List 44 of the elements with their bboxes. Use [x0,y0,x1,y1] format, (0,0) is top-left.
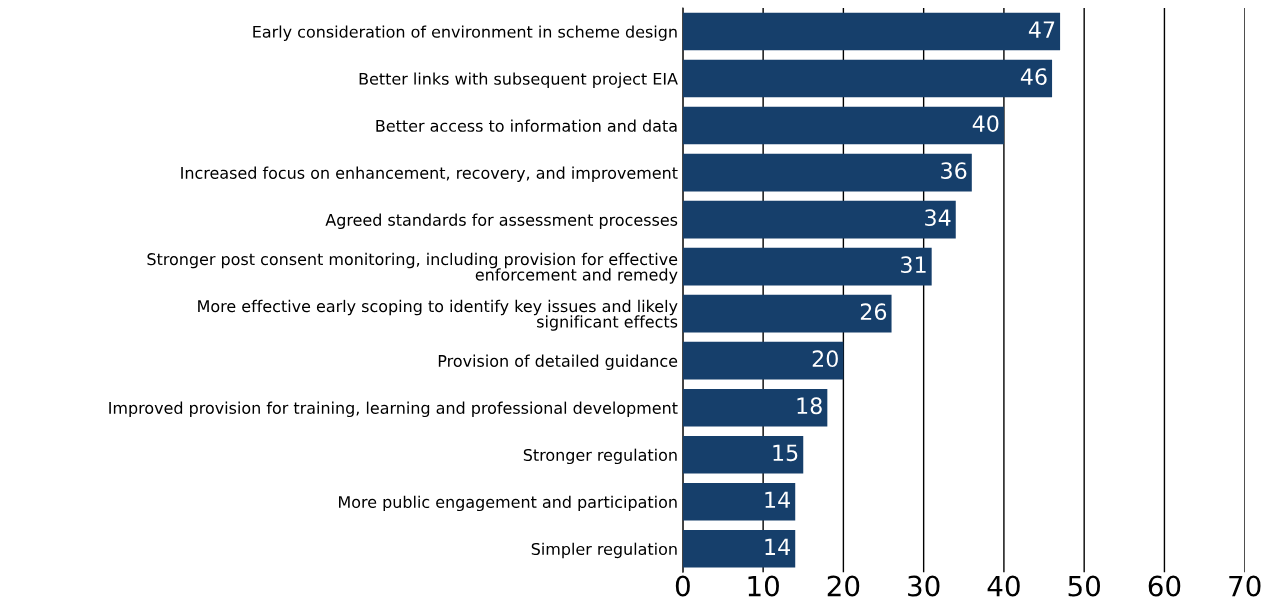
x-tick-label: 60 [1148,575,1181,597]
bar [682,529,796,568]
data-label: 31 [901,256,926,274]
data-label: 15 [773,444,798,462]
y-tick-label: Better links with subsequent project EIA [359,72,678,88]
data-label: 18 [797,397,822,415]
bar [682,106,1004,145]
bar [682,247,932,286]
bar [682,341,844,380]
y-tick-label: Simpler regulation [531,542,677,559]
data-label: 40 [972,115,999,133]
data-label: 14 [765,538,790,555]
y-tick-label: Stronger regulation [523,448,677,465]
y-tick-label: Early consideration of environment in scheme design [253,25,677,41]
data-label: 14 [765,491,790,508]
bar [682,435,804,474]
y-tick-label: Better access to information and data [376,119,677,132]
x-tick-label: 0 [675,575,690,597]
y-tick-label: Provision of detailed guidance [438,354,678,371]
bar [682,153,972,192]
x-tick-label: 50 [1068,575,1100,597]
data-label: 47 [1028,21,1055,38]
bar [682,59,1053,98]
data-label: 20 [812,350,838,368]
y-tick-label: Stronger post consent monitoring, including provision for effective enforcement and remedy [147,252,678,284]
y-tick-label: Agreed standards for assessment processes [325,213,678,229]
x-tick-label: 10 [748,575,779,597]
x-tick-label: 30 [908,575,940,597]
bar [682,12,1061,51]
bar [682,200,956,239]
data-label: 46 [1020,68,1047,85]
y-tick-label: Increased focus on enhancement, recovery, and improvement [181,166,678,182]
bar [682,388,828,427]
x-tick-label: 70 [1229,575,1261,597]
data-label: 34 [925,209,951,227]
x-tick-label: 20 [827,575,860,597]
bar [682,294,892,333]
data-label: 36 [941,162,967,180]
y-tick-label: Improved provision for training, learning and professional development [109,401,678,418]
x-tick-label: 40 [987,575,1020,597]
y-tick-label: More public engagement and participation [339,495,677,512]
y-tick-label: More effective early scoping to identify key issues and likely significant effects [198,299,678,331]
data-label: 26 [860,303,887,321]
bar [682,482,796,521]
